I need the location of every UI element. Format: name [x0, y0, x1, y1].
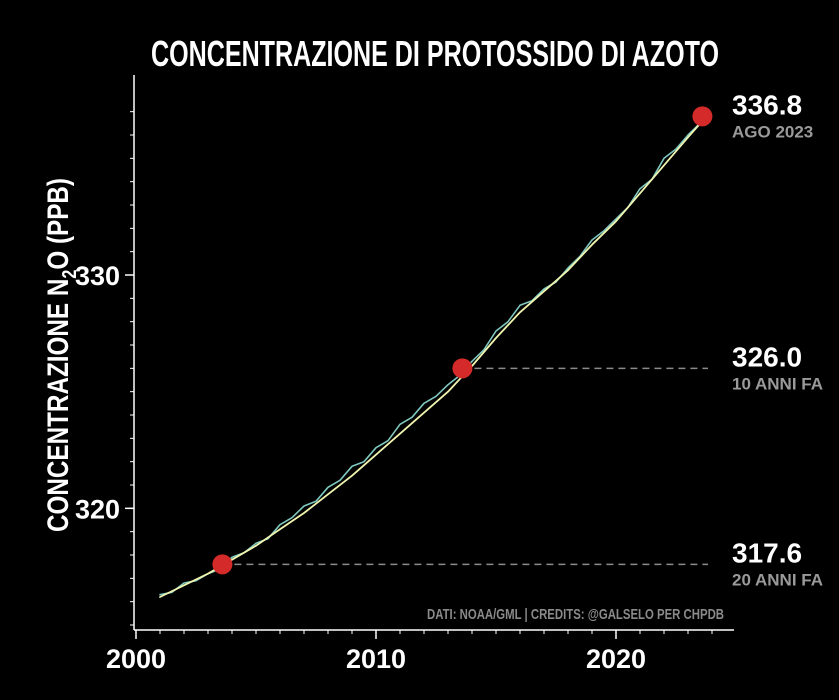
highlight-point: [452, 358, 473, 379]
y-axis-title-subscript: 2: [59, 270, 81, 279]
x-tick-label: 2000: [106, 644, 166, 674]
series-lines: [159, 120, 704, 598]
trend-line: [159, 120, 704, 598]
x-ticks: 2000 2010 2020: [106, 630, 646, 674]
highlight-markers: [212, 106, 713, 575]
annotation-label: 20 ANNI FA: [732, 570, 823, 589]
y-axis-title: CONCENTRAZIONE N2O (PPB): [42, 178, 81, 532]
chart-title: CONCENTRAZIONE DI PROTOSSIDO DI AZOTO: [151, 33, 719, 74]
annotation-label: AGO 2023: [732, 122, 813, 141]
annotation-value: 336.8: [732, 89, 802, 120]
annotation-label: 10 ANNI FA: [732, 374, 823, 393]
highlight-point: [692, 106, 713, 127]
value-annotations: 336.8 AGO 2023 326.0 10 ANNI FA 317.6 20 ANNI…: [732, 89, 823, 589]
y-axis-title-suffix: O (PPB): [42, 178, 75, 270]
highlight-point: [212, 554, 233, 575]
annotation-value: 317.6: [732, 537, 802, 568]
monthly-line: [159, 120, 704, 596]
x-tick-label: 2020: [586, 644, 646, 674]
credits-text: DATI: NOAA/GML | CREDITS: @GALSELO PER C…: [427, 606, 724, 623]
annotation-value: 326.0: [732, 341, 802, 372]
y-ticks: 320 330: [75, 261, 134, 524]
y-axis-title-prefix: CONCENTRAZIONE N: [42, 279, 75, 532]
y-tick-label: 330: [75, 261, 120, 291]
reference-lines: [222, 367, 708, 566]
x-tick-label: 2010: [346, 644, 406, 674]
y-tick-label: 320: [75, 494, 120, 524]
